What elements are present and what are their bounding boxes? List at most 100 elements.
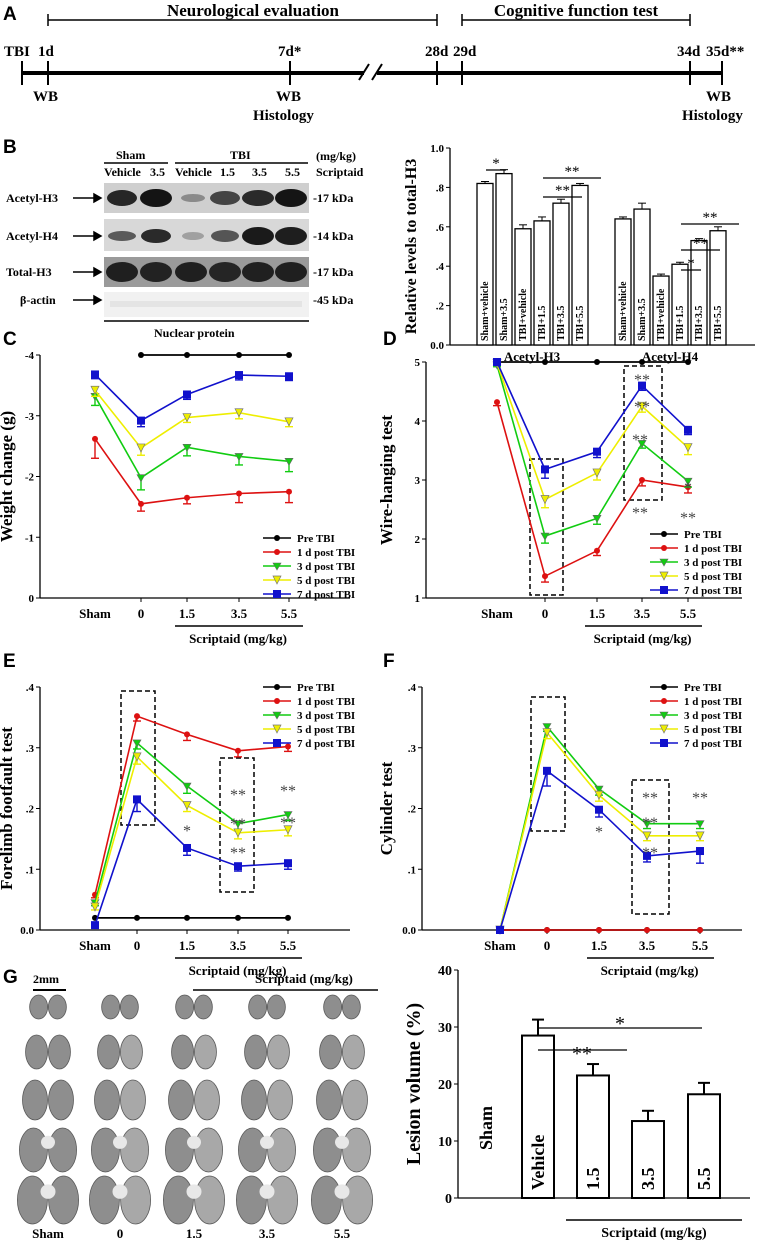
bar bbox=[521, 1034, 555, 1200]
cog-label: Cognitive function test bbox=[494, 1, 659, 20]
legend-label: 3 d post TBI bbox=[297, 561, 355, 573]
lane-label-4: 1.5 bbox=[220, 165, 235, 179]
brain-section-right bbox=[266, 994, 286, 1020]
data-point bbox=[695, 820, 705, 829]
legend-marker bbox=[661, 698, 667, 704]
y-tick-label: 0.0 bbox=[402, 925, 416, 937]
data-point bbox=[695, 831, 705, 841]
band bbox=[140, 262, 172, 282]
bar-label: Vehicle bbox=[528, 1135, 548, 1190]
band bbox=[275, 262, 307, 282]
data-point bbox=[184, 494, 190, 501]
data-point bbox=[684, 425, 692, 434]
data-point bbox=[235, 914, 241, 921]
data-point bbox=[286, 352, 292, 358]
data-point bbox=[683, 477, 693, 486]
significance-mark: ** bbox=[642, 815, 658, 832]
legend-marker bbox=[659, 711, 669, 720]
significance-mark: ** bbox=[634, 399, 650, 416]
brain-section-left bbox=[241, 1079, 267, 1121]
data-point bbox=[90, 902, 100, 912]
brain-section-left bbox=[175, 994, 195, 1020]
band bbox=[182, 232, 204, 240]
arrowhead-icon bbox=[93, 230, 103, 242]
y-tick-label: .1 bbox=[26, 864, 34, 876]
legend-label: 7 d post TBI bbox=[297, 738, 355, 750]
sections-drug-label: Scriptaid (mg/kg) bbox=[255, 971, 353, 986]
data-point bbox=[540, 495, 550, 505]
brain-section-left bbox=[248, 994, 268, 1020]
brain-section-left bbox=[165, 1127, 194, 1173]
brain-section-left bbox=[19, 1127, 48, 1173]
brain-section-left bbox=[22, 1079, 48, 1121]
bar-label: 5.5 bbox=[694, 1168, 714, 1191]
bar-label: TBI+3.5 bbox=[556, 306, 567, 341]
panel-d-chart: 1 2 3 4 5 Wire-hanging test Sham 0 1.5 3.5 5.5 Scri… bbox=[377, 357, 742, 646]
y-axis-label: Wire-hanging test bbox=[377, 415, 396, 546]
brain-section-right bbox=[267, 1034, 290, 1070]
nuclear-label: Nuclear protein bbox=[154, 326, 235, 340]
blot-strip-beta-actin bbox=[104, 292, 309, 317]
tick-label-29d: 29d bbox=[453, 44, 477, 60]
highlight-box bbox=[219, 757, 255, 893]
data-point bbox=[493, 358, 501, 366]
legend-marker bbox=[660, 586, 668, 594]
x-tick-label: 3.5 bbox=[634, 606, 651, 621]
data-point bbox=[286, 488, 292, 495]
data-point bbox=[643, 851, 651, 860]
panel-c-chart: 0 -1 -2 -3 -4 Weight change (g) Sham 0 1.5 3.5 5.5… bbox=[0, 350, 355, 646]
x-tick-label: Sham bbox=[484, 938, 516, 953]
data-point bbox=[235, 371, 243, 380]
band bbox=[275, 189, 307, 207]
bar bbox=[631, 1120, 665, 1200]
brain-section-right bbox=[194, 1175, 226, 1225]
significance-mark: ** bbox=[280, 783, 296, 800]
data-point bbox=[594, 547, 600, 554]
brain-ventricle bbox=[41, 1135, 55, 1149]
highlight-box bbox=[530, 696, 566, 832]
brain-ventricle bbox=[259, 1184, 275, 1199]
bar-label: Sham bbox=[476, 1106, 496, 1150]
series-line-4 bbox=[496, 361, 689, 471]
data-point bbox=[236, 352, 242, 358]
bar-label: 1.5 bbox=[583, 1168, 603, 1191]
section-col-label-0: 0 bbox=[117, 1226, 124, 1241]
x-tick-label: 1.5 bbox=[179, 606, 196, 621]
brain-section-right bbox=[193, 994, 213, 1020]
brain-section-right bbox=[120, 1079, 146, 1121]
panel-a: A Neurological evaluation Cognitive func… bbox=[3, 1, 744, 124]
data-point bbox=[132, 752, 142, 762]
series-line-1 bbox=[496, 401, 689, 578]
significance-mark: * bbox=[615, 1013, 625, 1035]
data-point bbox=[542, 573, 548, 580]
x-tick-label: 3.5 bbox=[639, 938, 656, 953]
legend-marker bbox=[661, 545, 667, 551]
band bbox=[242, 190, 274, 206]
significance-mark: * bbox=[183, 823, 191, 840]
highlight-box bbox=[529, 458, 564, 596]
legend-label: 1 d post TBI bbox=[297, 547, 355, 559]
legend-marker bbox=[659, 558, 669, 567]
bar-label: TBI+5.5 bbox=[575, 306, 586, 341]
data-point bbox=[542, 723, 552, 732]
histology-label-7d: Histology bbox=[253, 108, 314, 124]
legend-marker bbox=[661, 684, 667, 690]
significance-mark: ** bbox=[280, 815, 296, 832]
y-tick-label: .4 bbox=[26, 682, 35, 694]
brain-section-right bbox=[342, 1079, 368, 1121]
y-axis-label: Weight change (g) bbox=[0, 411, 16, 542]
data-point bbox=[284, 859, 292, 868]
data-point bbox=[594, 785, 604, 794]
data-point bbox=[182, 801, 192, 811]
brain-section-right bbox=[48, 1079, 74, 1121]
data-point bbox=[137, 416, 145, 425]
lane-label-2: 3.5 bbox=[150, 165, 165, 179]
series-line-2 bbox=[94, 741, 289, 903]
significance-mark: ** bbox=[230, 816, 246, 833]
tick-label-35d: 35d** bbox=[706, 44, 744, 60]
arrowhead-icon bbox=[93, 266, 103, 278]
data-point bbox=[136, 474, 146, 483]
legend-marker bbox=[272, 562, 282, 571]
brain-section-grid bbox=[17, 994, 374, 1225]
